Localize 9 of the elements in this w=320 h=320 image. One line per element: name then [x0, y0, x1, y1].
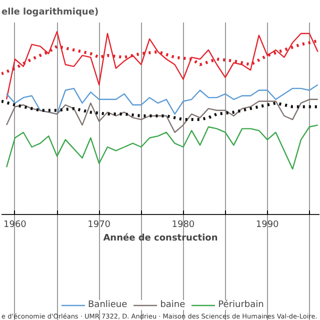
x-tick-label: 1960 — [4, 220, 27, 230]
x-tick-label: 1980 — [172, 220, 195, 230]
legend-label: baine — [160, 300, 186, 310]
x-tick-label: 1970 — [88, 220, 111, 230]
x-axis-title: Année de construction — [103, 232, 218, 244]
legend-label: Banlieue — [88, 300, 128, 310]
x-tick-label: 1990 — [256, 220, 280, 230]
chart-title: elle logarithmique) — [2, 8, 99, 18]
legend-label: Périurbain — [218, 300, 264, 310]
